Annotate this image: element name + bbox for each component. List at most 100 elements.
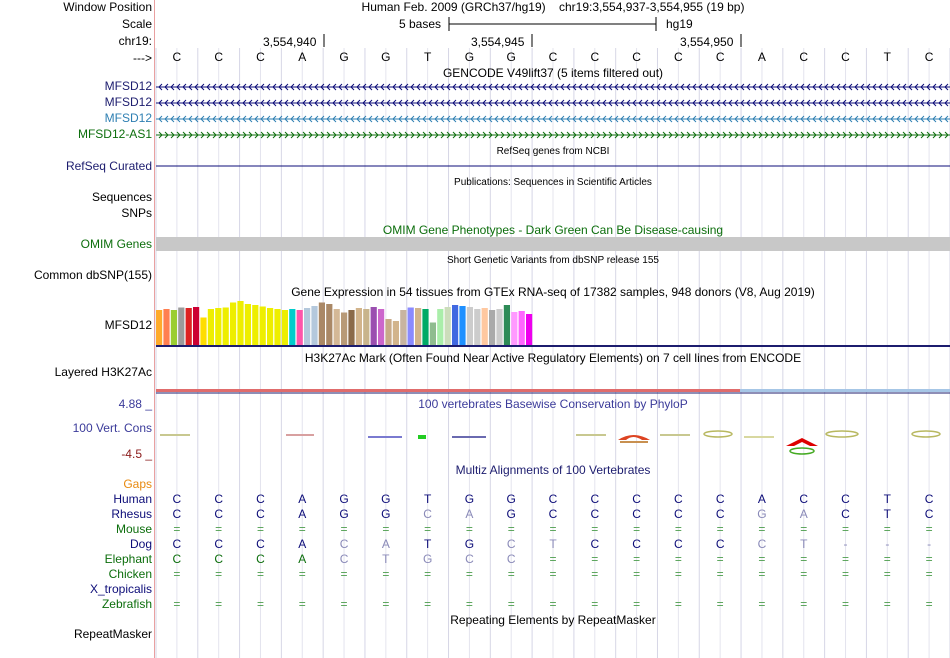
strand-chevron (380, 115, 385, 123)
strand-chevron (230, 131, 235, 139)
alignment-base: = (382, 597, 390, 611)
strand-chevron (806, 83, 811, 91)
species-label[interactable]: Mouse (115, 522, 152, 536)
strand-chevron (398, 131, 403, 139)
strand-toggle[interactable]: ---> (133, 51, 152, 65)
dbsnp-label[interactable]: Common dbSNP(155) (33, 268, 152, 282)
gencode-item-label[interactable]: MFSD12 (104, 111, 152, 125)
strand-chevron (632, 83, 637, 91)
multiz-gaps-label[interactable]: Gaps (123, 477, 152, 491)
strand-chevron (506, 131, 511, 139)
track-image-area[interactable]: Human Feb. 2009 (GRCh37/hg19) chr19:3,55… (155, 0, 950, 658)
alignment-base: A (298, 552, 307, 566)
gtex-bar (156, 310, 163, 345)
strand-chevron (770, 131, 775, 139)
alignment-base: = (883, 597, 891, 611)
species-label[interactable]: Rhesus (111, 507, 152, 521)
omim-bar[interactable] (156, 237, 950, 251)
strand-chevron (818, 99, 823, 107)
strand-chevron (380, 131, 385, 139)
strand-chevron (698, 115, 703, 123)
strand-chevron (518, 115, 523, 123)
sequences-label[interactable]: Sequences (91, 190, 152, 204)
strand-chevron (650, 83, 655, 91)
h3k27ac-label[interactable]: Layered H3K27Ac (54, 365, 152, 379)
refseq-line[interactable] (156, 0, 950, 658)
strand-chevron (416, 131, 421, 139)
strand-chevron (332, 131, 337, 139)
strand-chevron (530, 83, 535, 91)
strand-chevron (374, 131, 379, 139)
strand-chevron (386, 99, 391, 107)
strand-chevron (236, 83, 241, 91)
strand-chevron (782, 99, 787, 107)
strand-chevron (566, 131, 571, 139)
strand-chevron (800, 131, 805, 139)
strand-chevron (440, 115, 445, 123)
strand-chevron (890, 115, 895, 123)
omim-label[interactable]: OMIM Genes (80, 237, 152, 251)
phylop-logos[interactable] (156, 0, 950, 658)
gtex-bar (526, 314, 533, 345)
strand-chevron (938, 83, 943, 91)
strand-chevron (884, 131, 889, 139)
gtex-bar-chart[interactable] (156, 0, 950, 658)
alignment-base: = (633, 552, 641, 566)
strand-chevron (944, 115, 949, 123)
alignment-base: T (800, 537, 808, 551)
strand-chevron (704, 115, 709, 123)
snps-label[interactable]: SNPs (121, 206, 152, 220)
species-label[interactable]: Zebrafish (101, 597, 152, 611)
strand-chevron (548, 99, 553, 107)
strand-chevron (788, 115, 793, 123)
strand-chevron (452, 99, 457, 107)
strand-chevron (260, 99, 265, 107)
strand-chevron (566, 83, 571, 91)
strand-chevron (614, 131, 619, 139)
strand-chevron (332, 99, 337, 107)
strand-chevron (812, 83, 817, 91)
alignment-base: = (507, 567, 515, 581)
alignment-base: = (549, 522, 557, 536)
strand-chevron (374, 99, 379, 107)
chrom-label[interactable]: chr19: (118, 34, 152, 48)
alignment-base: C (548, 507, 558, 521)
strand-chevron (272, 99, 277, 107)
dbsnp-caption: Short Genetic Variants from dbSNP releas… (447, 255, 659, 266)
window-position-label[interactable]: Window Position (63, 0, 152, 14)
strand-chevron (536, 83, 541, 91)
strand-chevron (782, 131, 787, 139)
species-label[interactable]: Human (113, 492, 152, 506)
species-label[interactable]: Dog (129, 537, 152, 551)
strand-chevron (458, 83, 463, 91)
gencode-item-label[interactable]: MFSD12-AS1 (77, 127, 152, 141)
h3k27ac-signal[interactable] (156, 0, 950, 658)
alignment-base: G (381, 492, 391, 506)
gtex-bar (237, 301, 244, 345)
strand-chevron (716, 131, 721, 139)
strand-chevron (842, 99, 847, 107)
species-label[interactable]: Chicken (108, 567, 152, 581)
sequence-base: G (381, 50, 391, 64)
repeatmasker-label[interactable]: RepeatMasker (73, 627, 152, 641)
species-label[interactable]: X_tropicalis (89, 582, 152, 596)
strand-chevron (776, 83, 781, 91)
sequence-base: G (339, 50, 349, 64)
gtex-label[interactable]: MFSD12 (104, 318, 152, 332)
refseq-label[interactable]: RefSeq Curated (65, 159, 152, 173)
phylop-label[interactable]: 100 Vert. Cons (72, 421, 152, 435)
gtex-bar (422, 309, 429, 345)
gtex-bar (392, 321, 399, 345)
alignment-base: C (214, 537, 223, 551)
gencode-item-label[interactable]: MFSD12 (104, 95, 152, 109)
alignment-base: = (883, 552, 891, 566)
species-label[interactable]: Elephant (104, 552, 152, 566)
alignment-base: A (799, 507, 808, 521)
strand-chevron (536, 99, 541, 107)
gencode-gene-lines[interactable] (156, 0, 950, 658)
strand-chevron (440, 83, 445, 91)
strand-chevron (716, 83, 721, 91)
scale-label[interactable]: Scale (121, 17, 152, 31)
strand-chevron (272, 83, 277, 91)
gencode-item-label[interactable]: MFSD12 (104, 79, 152, 93)
